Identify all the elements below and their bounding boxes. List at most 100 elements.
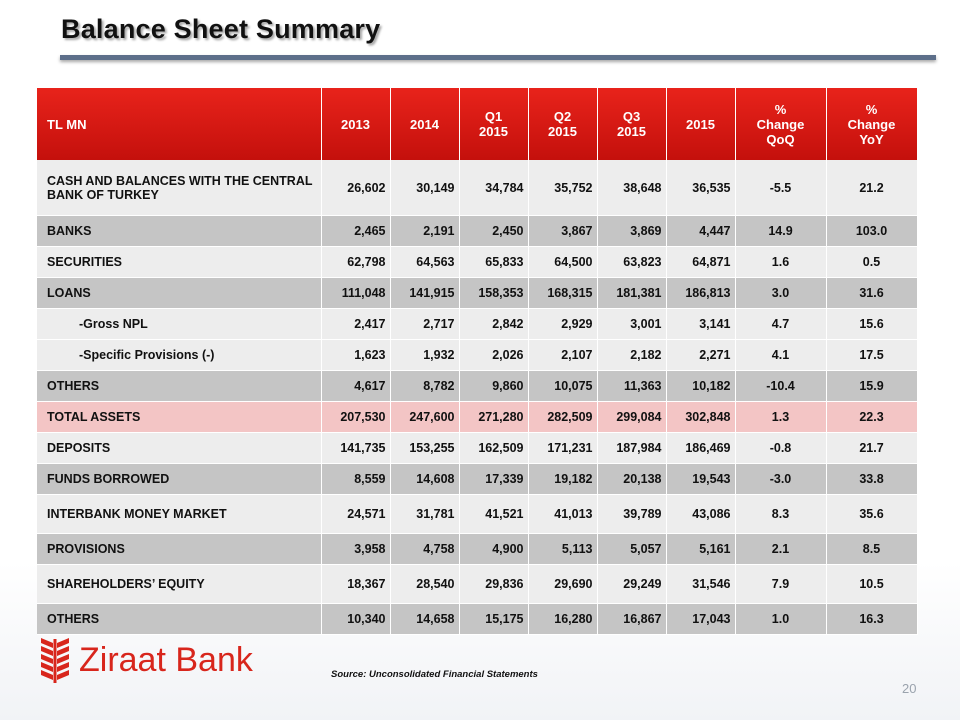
value-cell: 38,648 (597, 160, 667, 216)
value-cell: 2,026 (459, 339, 529, 371)
row-label: OTHERS (37, 603, 322, 635)
percent-cell: 3.0 (735, 277, 827, 309)
header-text: 2014 (410, 116, 439, 132)
header-text: TL MN (47, 116, 87, 132)
row-label: PROVISIONS (37, 533, 322, 565)
value-cell: 207,530 (321, 401, 391, 433)
value-cell: 62,798 (321, 246, 391, 278)
value-cell: 171,231 (528, 432, 598, 464)
percent-cell: 14.9 (735, 215, 827, 247)
value-cell: 158,353 (459, 277, 529, 309)
value-cell: 24,571 (321, 494, 391, 534)
row-label: CASH AND BALANCES WITH THE CENTRAL BANK … (37, 160, 322, 216)
percent-cell: 4.1 (735, 339, 827, 371)
table-row: SECURITIES 62,798 64,563 65,833 64,500 63,823… (37, 246, 918, 278)
percent-cell: -3.0 (735, 463, 827, 495)
table-row: -Gross NPL 2,417 2,717 2,842 2,929 3,001 3,141… (37, 308, 918, 340)
table-row: OTHERS 10,340 14,658 15,175 16,280 16,867 17,0… (37, 603, 918, 635)
percent-cell: 33.8 (826, 463, 918, 495)
value-cell: 17,339 (459, 463, 529, 495)
value-cell: 64,500 (528, 246, 598, 278)
value-cell: 64,871 (666, 246, 736, 278)
value-cell: 2,191 (390, 215, 460, 247)
header-text: Change (756, 116, 805, 132)
percent-cell: 21.7 (826, 432, 918, 464)
value-cell: 19,182 (528, 463, 598, 495)
value-cell: 2,717 (390, 308, 460, 340)
header-cell: 2015 (666, 88, 736, 160)
value-cell: 2,842 (459, 308, 529, 340)
row-label: DEPOSITS (37, 432, 322, 464)
percent-cell: 21.2 (826, 160, 918, 216)
value-cell: 20,138 (597, 463, 667, 495)
row-label: TOTAL ASSETS (37, 401, 322, 433)
header-cell: 2014 (390, 88, 460, 160)
row-label: BANKS (37, 215, 322, 247)
value-cell: 29,836 (459, 564, 529, 604)
header-cell: Q2 2015 (528, 88, 598, 160)
percent-cell: 16.3 (826, 603, 918, 635)
percent-cell: 8.3 (735, 494, 827, 534)
percent-cell: 17.5 (826, 339, 918, 371)
percent-cell: 1.3 (735, 401, 827, 433)
value-cell: 5,113 (528, 533, 598, 565)
value-cell: 282,509 (528, 401, 598, 433)
value-cell: 10,182 (666, 370, 736, 402)
table-row: TOTAL ASSETS 207,530 247,600 271,280 282,509… (37, 401, 918, 433)
header-text: Q3 (622, 109, 641, 124)
header-text: 2015 (548, 124, 577, 139)
value-cell: 43,086 (666, 494, 736, 534)
percent-cell: 0.5 (826, 246, 918, 278)
title-divider (60, 55, 936, 60)
value-cell: 8,559 (321, 463, 391, 495)
value-cell: 16,867 (597, 603, 667, 635)
header-cell: % Change YoY (826, 88, 918, 160)
value-cell: 39,789 (597, 494, 667, 534)
value-cell: 29,690 (528, 564, 598, 604)
header-cell: % Change QoQ (735, 88, 827, 160)
header-cell: 2013 (321, 88, 391, 160)
percent-cell: 15.9 (826, 370, 918, 402)
value-cell: 2,182 (597, 339, 667, 371)
row-label: SHAREHOLDERS’ EQUITY (37, 564, 322, 604)
value-cell: 64,563 (390, 246, 460, 278)
value-cell: 168,315 (528, 277, 598, 309)
value-cell: 141,915 (390, 277, 460, 309)
value-cell: 14,608 (390, 463, 460, 495)
ziraat-bank-logo: Ziraat Bank (37, 637, 257, 685)
percent-cell: 22.3 (826, 401, 918, 433)
table-header-row: TL MN 2013 2014 Q1 2015 Q2 2015 Q3 2015 2015% Chan… (37, 88, 918, 160)
page-title: Balance Sheet Summary (61, 14, 381, 44)
row-label: SECURITIES (37, 246, 322, 278)
header-text: % (774, 101, 787, 117)
value-cell: 3,867 (528, 215, 598, 247)
value-cell: 141,735 (321, 432, 391, 464)
value-cell: 5,161 (666, 533, 736, 565)
header-label: TL MN (37, 88, 322, 160)
value-cell: 41,521 (459, 494, 529, 534)
value-cell: 65,833 (459, 246, 529, 278)
table-row: PROVISIONS 3,958 4,758 4,900 5,113 5,057 5,161… (37, 533, 918, 565)
header-text: 2015 (617, 124, 646, 139)
header-text: 2015 (479, 124, 508, 139)
percent-cell: -5.5 (735, 160, 827, 216)
percent-cell: 7.9 (735, 564, 827, 604)
row-label: LOANS (37, 277, 322, 309)
percent-cell: -10.4 (735, 370, 827, 402)
percent-cell: 1.6 (735, 246, 827, 278)
table-row: SHAREHOLDERS’ EQUITY 18,367 28,540 29,836 29… (37, 564, 918, 604)
percent-cell: 10.5 (826, 564, 918, 604)
value-cell: 2,450 (459, 215, 529, 247)
value-cell: 299,084 (597, 401, 667, 433)
wheat-logo-icon (41, 638, 69, 683)
header-text: YoY (859, 131, 884, 147)
value-cell: 11,363 (597, 370, 667, 402)
header-text: 2015 (686, 116, 715, 132)
value-cell: 14,658 (390, 603, 460, 635)
value-cell: 2,107 (528, 339, 598, 371)
value-cell: 15,175 (459, 603, 529, 635)
value-cell: 4,617 (321, 370, 391, 402)
value-cell: 247,600 (390, 401, 460, 433)
header-text: Q1 (484, 109, 503, 124)
value-cell: 5,057 (597, 533, 667, 565)
